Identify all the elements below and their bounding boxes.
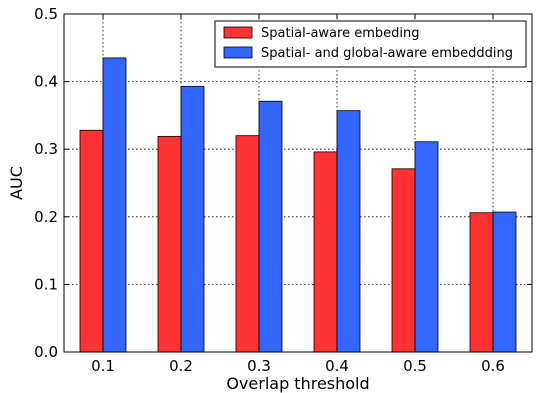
y-tick-labels: 0.0 0.1 0.2 0.3 0.4 0.5 (34, 5, 58, 361)
y-tick-label: 0.4 (34, 73, 58, 91)
bar-series-2-0.6 (492, 211, 517, 353)
bar-series-1-0.2 (157, 135, 182, 353)
bar-series-2-0.5 (414, 141, 439, 353)
x-tick-label: 0.5 (403, 357, 427, 375)
x-tick-labels: 0.1 0.2 0.3 0.4 0.5 0.6 (91, 357, 505, 375)
legend-swatch-spatial-global-aware (223, 46, 253, 59)
x-tick-label: 0.6 (481, 357, 505, 375)
y-tick-label: 0.5 (34, 5, 58, 23)
y-tick-label: 0.3 (34, 140, 58, 158)
bar-series-2-0.3 (258, 100, 283, 353)
legend-label-spatial-aware: Spatial-aware embeding (261, 26, 419, 41)
plot-frame (63, 13, 533, 353)
x-tick-label: 0.1 (91, 357, 115, 375)
bar-series-2-0.2 (180, 85, 205, 353)
bar-series-1-0.6 (469, 212, 494, 353)
bar-series-2-0.4 (336, 110, 361, 353)
bar-series-1-0.4 (313, 151, 338, 353)
legend-swatch-spatial-aware (223, 26, 253, 39)
bar-series-1-0.5 (391, 168, 416, 353)
bars (79, 57, 517, 353)
legend-label-spatial-global-aware: Spatial- and global-aware embeddding (261, 46, 513, 61)
x-axis-label: Overlap threshold (226, 374, 369, 393)
y-axis-label: AUC (7, 166, 26, 200)
x-tick-label: 0.2 (169, 357, 193, 375)
y-tick-label: 0.0 (34, 343, 58, 361)
x-tick-label: 0.3 (247, 357, 271, 375)
axis-ticks (64, 13, 532, 353)
legend: Spatial-aware embeding Spatial- and glob… (214, 20, 527, 68)
bar-series-2-0.1 (102, 57, 127, 353)
legend-box (214, 20, 527, 68)
y-tick-label: 0.2 (34, 208, 58, 226)
bar-series-1-0.3 (235, 135, 260, 353)
y-tick-label: 0.1 (34, 275, 58, 293)
bar-series-1-0.1 (79, 129, 104, 353)
x-tick-label: 0.4 (325, 357, 349, 375)
